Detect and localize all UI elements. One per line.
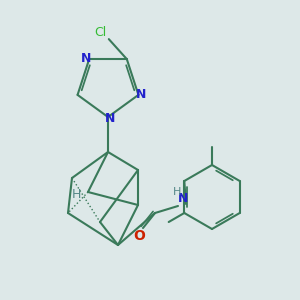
Text: N: N [105,112,115,124]
Text: H: H [173,187,181,197]
Text: Cl: Cl [95,26,107,39]
Text: H: H [71,188,81,202]
Text: O: O [133,229,145,243]
Text: N: N [136,88,147,101]
Text: N: N [81,52,92,64]
Text: N: N [178,193,188,206]
